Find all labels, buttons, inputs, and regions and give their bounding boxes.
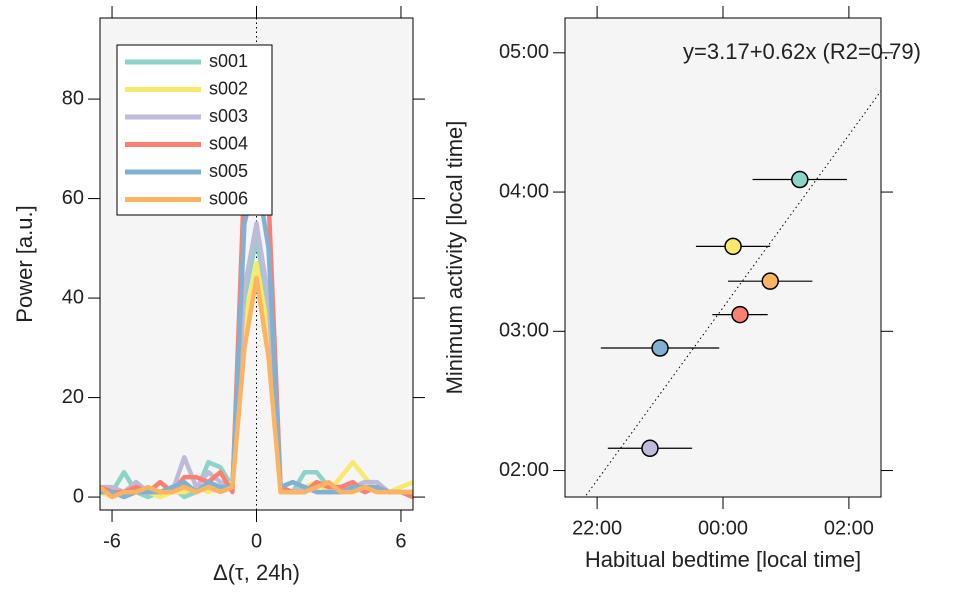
legend-label: s001 [209, 51, 248, 71]
y-tick-label: 04:00 [499, 180, 549, 202]
y-tick-label: 02:00 [499, 459, 549, 481]
y-tick-label: 05:00 [499, 41, 549, 63]
x-axis-label: Habitual bedtime [local time] [585, 547, 861, 572]
point [731, 305, 749, 324]
panel-border [99, 17, 414, 511]
legend-label: s004 [209, 133, 248, 153]
legend-label: s002 [209, 78, 248, 98]
x-tick-label: -6 [103, 530, 121, 552]
y-tick-label: 20 [62, 386, 84, 408]
y-tick-label: 0 [73, 485, 84, 507]
x-tick-label: 00:00 [698, 517, 748, 539]
x-axis-label: Δ(τ, 24h) [213, 560, 300, 585]
point [761, 272, 779, 290]
x-tick-label: 6 [395, 530, 406, 552]
y-tick-label: 40 [62, 286, 84, 308]
y-tick-label: 03:00 [499, 320, 549, 342]
panel-border [564, 17, 882, 498]
fit-line [584, 90, 881, 497]
y-tick-label: 80 [62, 87, 84, 109]
x-tick-label: 0 [251, 530, 262, 552]
y-axis-label: Minimum activity [local time] [442, 121, 467, 395]
y-axis-label: Power [a.u.] [12, 205, 37, 322]
series-line [100, 275, 413, 500]
legend-label: s005 [209, 161, 248, 181]
legend-label: s003 [209, 106, 248, 126]
point [724, 237, 742, 256]
x-tick-label: 02:00 [824, 517, 874, 539]
point [791, 170, 809, 189]
annotation: y=3.17+0.62x (R2=0.79) [683, 39, 921, 64]
plot-area [584, 90, 881, 497]
legend-label: s006 [209, 188, 248, 208]
point [651, 339, 669, 357]
x-tick-label: 22:00 [572, 517, 622, 539]
legend-box [116, 44, 273, 216]
panel [565, 18, 881, 497]
point [641, 439, 659, 458]
y-tick-label: 60 [62, 187, 84, 209]
